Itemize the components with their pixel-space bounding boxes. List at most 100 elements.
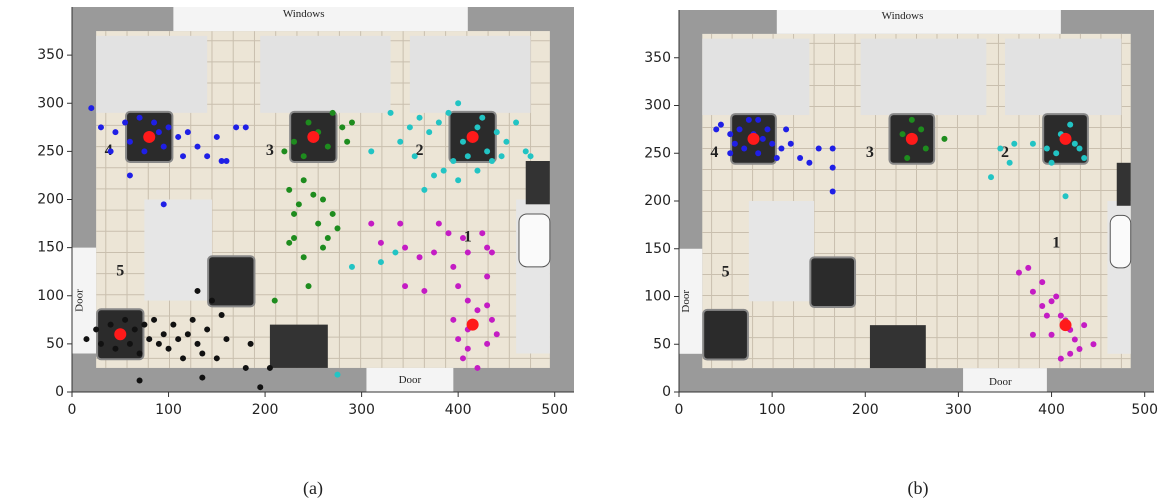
point (1044, 145, 1050, 151)
point (112, 346, 118, 352)
point (732, 141, 738, 147)
point (137, 377, 143, 383)
point (778, 145, 784, 151)
center-point (1060, 319, 1072, 331)
y-tick-label: 50 (653, 336, 671, 352)
point (806, 160, 812, 166)
x-tick-label: 300 (945, 402, 972, 418)
point (465, 346, 471, 352)
point (1030, 289, 1036, 295)
caption: (a) (303, 478, 323, 499)
point (151, 317, 157, 323)
point (460, 235, 466, 241)
point (214, 134, 220, 140)
point (713, 126, 719, 132)
annotation: Door (680, 290, 692, 313)
point (484, 148, 490, 154)
point (769, 141, 775, 147)
point (1039, 279, 1045, 285)
point (166, 346, 172, 352)
cabinet (861, 39, 987, 115)
point (455, 283, 461, 289)
point (494, 129, 500, 135)
point (378, 259, 384, 265)
point (127, 139, 133, 145)
point (741, 145, 747, 151)
point (412, 153, 418, 159)
point (1049, 160, 1055, 166)
bed (749, 201, 814, 301)
point (98, 124, 104, 130)
point (320, 197, 326, 203)
x-tick-label: 400 (445, 402, 472, 418)
point (997, 145, 1003, 151)
point (407, 124, 413, 130)
point (272, 298, 278, 304)
point (214, 355, 220, 361)
point (528, 153, 534, 159)
point (764, 126, 770, 132)
point (161, 144, 167, 150)
point (436, 221, 442, 227)
point (1030, 332, 1036, 338)
point (494, 331, 500, 337)
cabinet-dark (526, 161, 550, 204)
point (460, 355, 466, 361)
point (108, 148, 114, 154)
point (301, 153, 307, 159)
point (397, 221, 403, 227)
point (334, 225, 340, 231)
point (233, 124, 239, 130)
point (286, 187, 292, 193)
point (141, 322, 147, 328)
point (306, 283, 312, 289)
point (132, 326, 138, 332)
point (1090, 341, 1096, 347)
point (137, 115, 143, 121)
x-tick-label: 100 (759, 402, 786, 418)
point (195, 288, 201, 294)
point (446, 230, 452, 236)
point (368, 148, 374, 154)
point (127, 172, 133, 178)
point (1081, 322, 1087, 328)
point (204, 326, 210, 332)
point (156, 129, 162, 135)
point (315, 221, 321, 227)
point (185, 129, 191, 135)
table (270, 325, 328, 368)
point (455, 100, 461, 106)
point (421, 187, 427, 193)
point (339, 124, 345, 130)
point (209, 298, 215, 304)
point (830, 145, 836, 151)
point (291, 211, 297, 217)
point (718, 122, 724, 128)
point (248, 341, 254, 347)
point (450, 317, 456, 323)
cabinet (96, 36, 207, 113)
point (141, 148, 147, 154)
point (489, 249, 495, 255)
point (484, 302, 490, 308)
point (1049, 298, 1055, 304)
point (108, 322, 114, 328)
point (127, 341, 133, 347)
point (137, 351, 143, 357)
point (286, 240, 292, 246)
cabinet-dark (1117, 163, 1131, 206)
y-tick-label: 350 (37, 47, 64, 63)
point (1011, 141, 1017, 147)
point (450, 264, 456, 270)
chair (703, 310, 748, 360)
point (156, 341, 162, 347)
point (93, 326, 99, 332)
point (1053, 294, 1059, 300)
point (368, 221, 374, 227)
point (1058, 356, 1064, 362)
point (175, 134, 181, 140)
point (489, 158, 495, 164)
figure: WindowsDoorDoor1234505010015020025030035… (0, 0, 1165, 502)
point (1016, 270, 1022, 276)
point (199, 351, 205, 357)
